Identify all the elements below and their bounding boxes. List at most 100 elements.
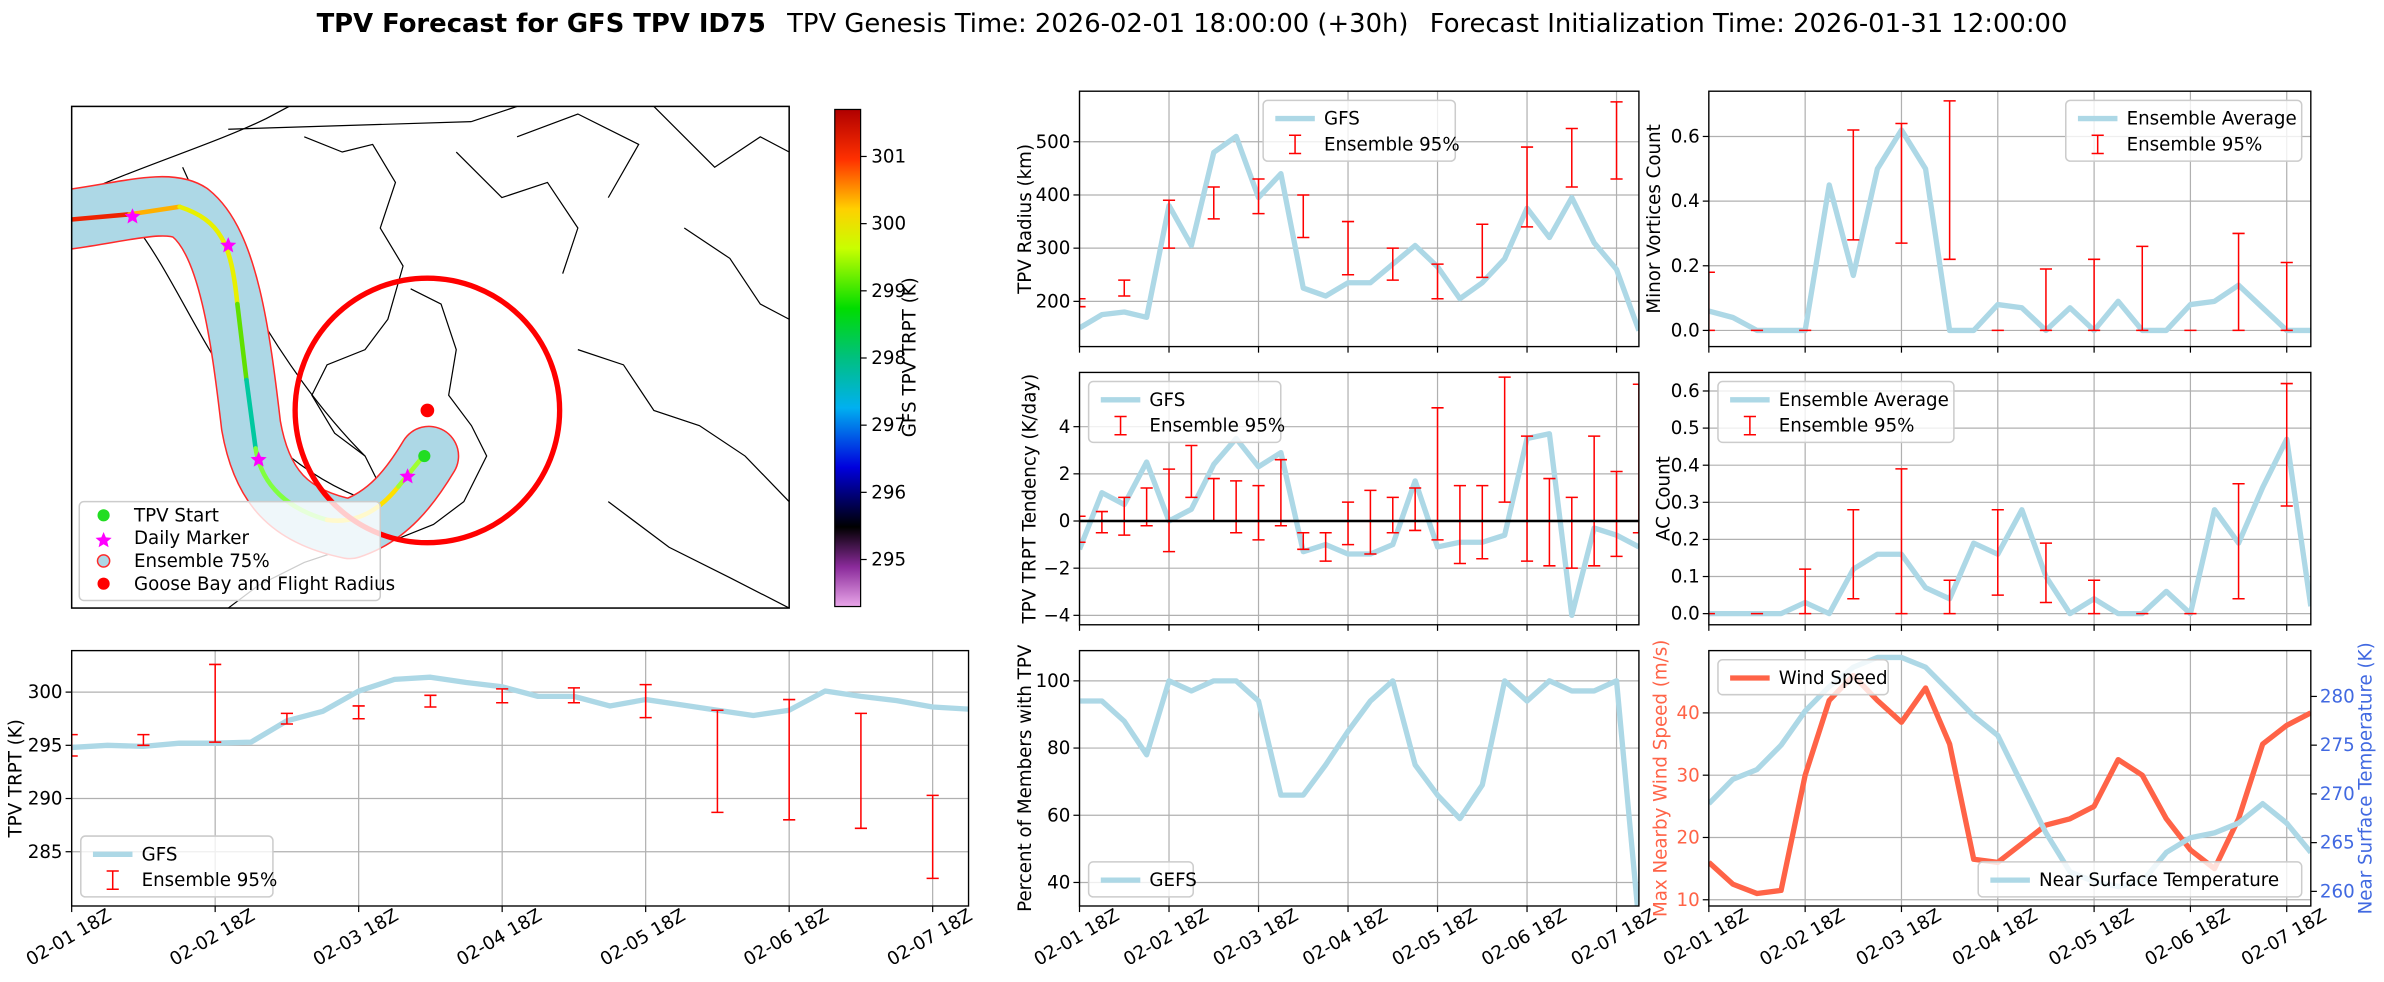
legend-label: GFS [1149,390,1185,411]
y-tick-label: 4 [1059,417,1071,438]
y-tick-label: 300 [28,682,63,703]
y2-tick-label: 275 [2320,735,2355,756]
legend: GFS Ensemble 95% [80,835,278,898]
line [1708,436,2311,617]
error-bar [1162,199,1176,249]
axes-frame [1708,371,2312,626]
x-tick-label: 02-05 18Z [1389,905,1481,970]
x-tick-label: 02-03 18Z [310,905,402,970]
y-axis-label: TPV Radius (km) [1015,144,1036,295]
chart: 285 290 295 300 02-01 18Z 02-02 18Z 02-03 18Z 0… [6,649,976,970]
error-bar [1520,146,1534,228]
legend-label: Ensemble 95% [1779,416,1915,437]
legend-label: GFS [142,844,178,865]
map-frame [70,105,790,609]
x-tick-label: 02-02 18Z [1120,905,1212,970]
error-bar [1297,532,1310,551]
error-bar [1708,271,1715,332]
colorbar-tick-label: 298 [871,348,906,369]
axes-frame [1708,90,2312,348]
legend-label: Ensemble 95% [142,870,278,891]
error-bar [1431,263,1444,300]
colorbar-tick-label: 300 [871,214,906,235]
error-bar [1386,247,1399,281]
line [1079,431,1639,618]
title-main: TPV Forecast for GFS TPV ID75 [317,9,766,39]
error-bar [1386,496,1399,534]
error-bar [711,709,724,814]
legend: GEFS [1087,861,1197,898]
error-bar [1453,484,1466,565]
plot-area [71,663,969,880]
x-tick-label: 02-07 18Z [1568,905,1660,970]
error-bar [2088,258,2101,332]
legend-box [1977,861,2303,898]
error-bar [1610,101,1623,180]
legend-label: GEFS [1149,870,1196,891]
y-tick-label: 0.0 [1671,321,1700,342]
y2-tick-label: 265 [2320,833,2355,854]
x-tick-label: 02-06 18Z [2142,905,2234,970]
legend-box [1087,380,1282,444]
legend-box [2065,99,2303,162]
legend: Near Surface Temperature [1977,861,2303,898]
error-bar [1341,501,1355,546]
error-bar [854,712,867,830]
axes-frame [1078,90,1640,348]
legend-label: Daily Marker [134,528,249,549]
y-tick-label: 295 [28,735,63,756]
error-bar [1476,223,1489,279]
error-bar [137,733,150,747]
error-bar [2280,382,2293,507]
y-axis-label: Max Nearby Wind Speed (m/s) [1650,640,1671,917]
error-bar [1565,496,1578,569]
x-tick-label: 02-01 18Z [1660,905,1752,970]
error-bar [1274,458,1287,527]
y-axis-label: Percent of Members with TPV [1015,644,1036,912]
y-tick-label: 200 [1036,291,1071,312]
error-bar [926,794,939,880]
x-tick-label: 02-02 18Z [166,905,258,970]
line [1708,672,2311,897]
plot-area [1079,101,1639,332]
y-axis-label: TPV TRPT (K) [6,719,27,838]
legend-symbol [1743,415,1756,436]
legend-label: Wind Speed [1779,668,1888,689]
colorbar-tick-label: 295 [871,550,906,571]
x-tick-label: 02-03 18Z [1853,905,1945,970]
y-axis-label: Minor Vortices Count [1644,124,1665,313]
legend-symbol [106,870,119,891]
error-bar [1431,407,1444,541]
tpv-start [418,449,431,463]
y-tick-label: 0.2 [1671,256,1700,277]
error-bar [1991,508,2004,596]
y-tick-label: 40 [1047,873,1070,894]
error-bar [1162,468,1176,553]
plot-area [1079,678,1639,906]
flight-radius [292,275,563,546]
line [1708,127,2311,334]
error-bar [1341,220,1355,276]
y-tick-label: 0.1 [1671,567,1700,588]
y-tick-label: 0.3 [1671,492,1700,513]
error-bar [2039,268,2053,332]
error-bar [2039,542,2053,604]
error-bar [280,712,293,725]
legend-label: Ensemble 75% [134,551,270,572]
chart: −4 −2 0 2 4 TPV TRPT Tendency (K/day) GFS Ensem… [1019,371,1640,631]
y-tick-label: 0.6 [1671,127,1700,148]
map: TPV Start Daily Marker Ensemble 75% Goos… [70,105,920,609]
error-bar [1079,297,1086,308]
y-tick-label: 0 [1059,511,1071,532]
legend-marker [95,532,112,548]
legend-box [1262,99,1457,162]
legend-label: Ensemble 95% [1149,416,1285,437]
y-axis-label: TPV TRPT Tendency (K/day) [1019,374,1040,625]
line [71,674,969,751]
y-tick-label: 0.4 [1671,455,1700,476]
y-tick-label: 100 [1036,671,1071,692]
error-bar [1799,568,1812,615]
x-tick-label: 02-02 18Z [1756,905,1848,970]
colorbar-tick-label: 301 [871,147,906,168]
